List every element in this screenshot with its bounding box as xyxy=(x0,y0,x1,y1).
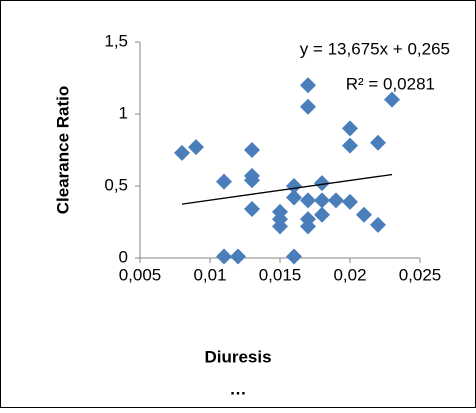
point xyxy=(356,206,372,223)
point xyxy=(244,172,260,189)
point xyxy=(286,178,302,194)
point xyxy=(188,139,204,156)
point xyxy=(300,77,316,94)
trendline-r-squared: R² = 0,0281 xyxy=(346,74,435,93)
y-tick-label: 1,5 xyxy=(104,31,128,50)
x-axis-label: Diuresis xyxy=(204,347,271,366)
trendline-equation: y = 13,675x + 0,265 xyxy=(300,39,450,58)
point xyxy=(300,192,316,209)
point xyxy=(230,248,246,265)
point xyxy=(286,248,302,265)
y-tick-label: 1 xyxy=(119,103,128,122)
point xyxy=(314,175,330,192)
point xyxy=(384,91,400,108)
point xyxy=(328,192,344,209)
point xyxy=(370,134,386,151)
y-tick-label: 0,5 xyxy=(104,175,128,194)
point xyxy=(272,203,288,220)
point xyxy=(342,193,358,210)
point xyxy=(216,248,232,265)
x-axis-note: … xyxy=(230,379,247,398)
point xyxy=(244,201,260,218)
point xyxy=(342,137,358,154)
point xyxy=(300,98,316,115)
x-tick-label: 0,025 xyxy=(399,265,442,284)
point xyxy=(342,120,358,137)
x-tick-label: 0,005 xyxy=(119,265,162,284)
x-tick-label: 0,02 xyxy=(333,265,366,284)
y-tick-label: 0 xyxy=(119,247,128,266)
point xyxy=(314,192,330,209)
point xyxy=(286,189,302,206)
point xyxy=(370,216,386,233)
trendline xyxy=(181,173,393,205)
point xyxy=(216,173,232,190)
point xyxy=(174,144,190,161)
point xyxy=(244,142,260,158)
y-axis-label: Clearance Ratio xyxy=(53,86,72,215)
point xyxy=(300,218,316,235)
point xyxy=(314,206,330,223)
x-tick-label: 0,015 xyxy=(259,265,302,284)
x-tick-label: 0,01 xyxy=(193,265,226,284)
